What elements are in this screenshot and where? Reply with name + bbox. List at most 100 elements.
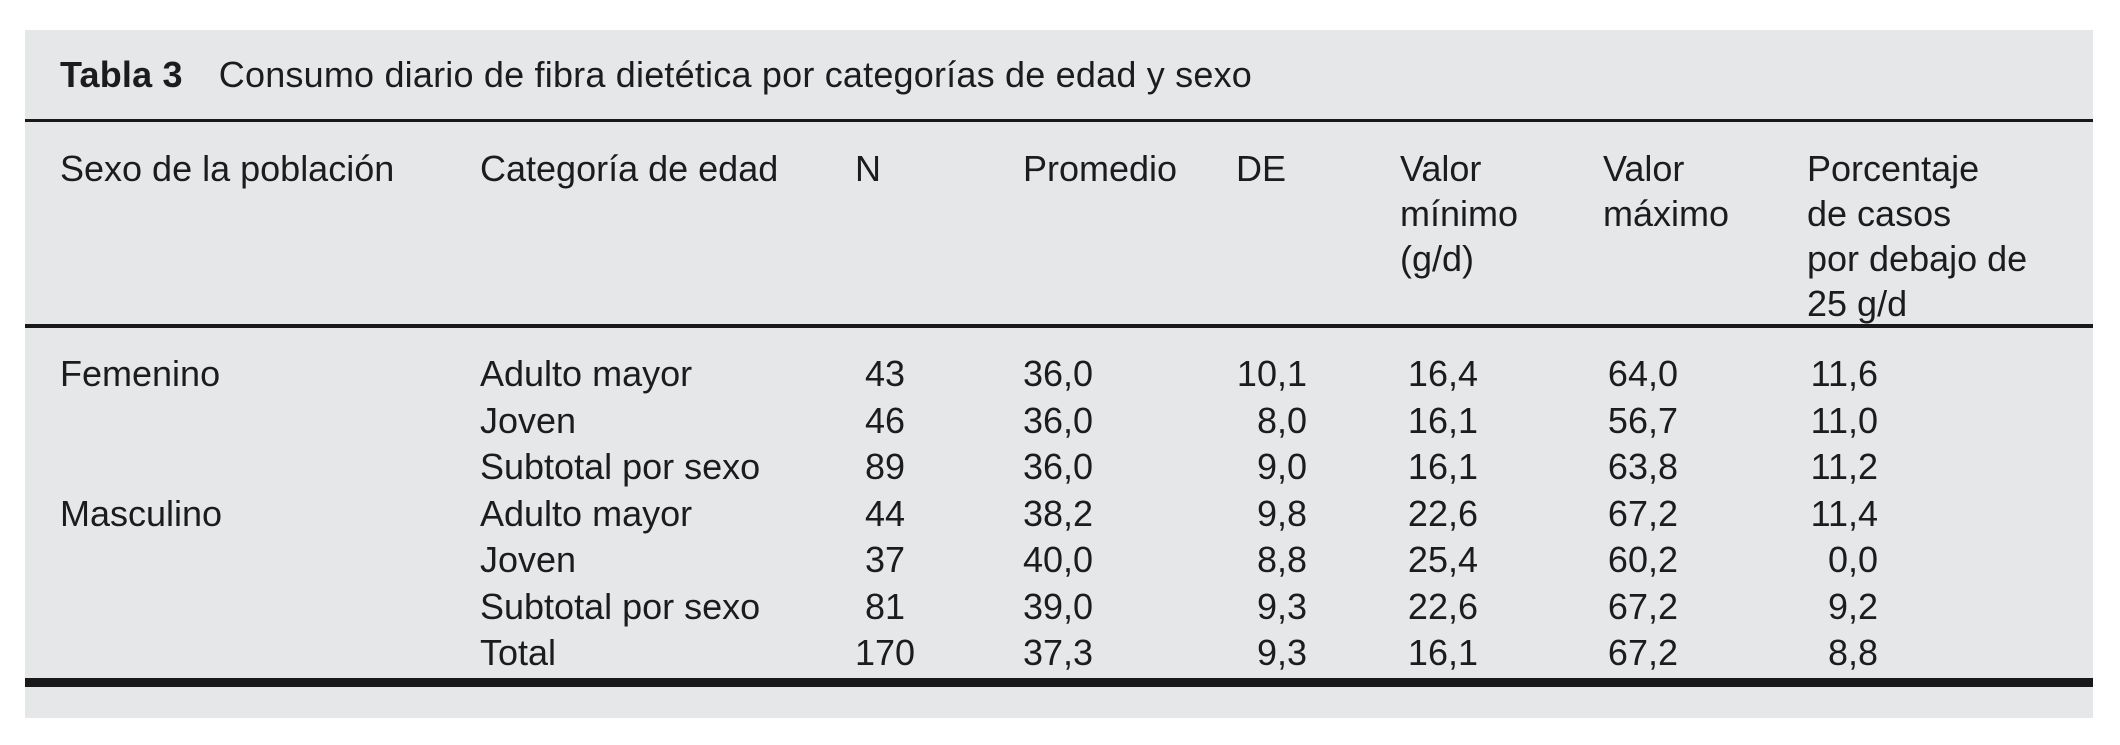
cell-valor-maximo: 67,2	[1603, 491, 1807, 538]
cell-sexo: Masculino	[60, 492, 223, 534]
table-row: Total 170 37,3 9,3 16,1 67,2 8,8	[25, 630, 2093, 677]
cell-porcentaje: 0,0	[1807, 537, 2093, 584]
cell-n: 43	[855, 351, 1023, 398]
cell-valor-minimo: 22,6	[1400, 491, 1603, 538]
bottom-rule	[25, 678, 2093, 687]
cell-categoria: Adulto mayor	[480, 492, 693, 534]
value-de: 10,1	[1236, 353, 1307, 394]
value-n: 46	[864, 399, 905, 441]
value-porcentaje: 11,2	[1810, 446, 1878, 487]
value-promedio: 38,2	[1023, 492, 1094, 534]
cell-valor-minimo: 16,1	[1400, 444, 1603, 491]
value-n: 81	[864, 585, 905, 627]
cell-porcentaje: 11,2	[1807, 444, 2093, 491]
header-valor-maximo: Valor máximo	[1603, 148, 1730, 234]
cell-valor-maximo: 67,2	[1603, 630, 1807, 677]
value-valor-maximo: 60,2	[1607, 539, 1678, 580]
caption-divider-rule	[25, 119, 2093, 122]
cell-sexo	[60, 630, 480, 677]
cell-porcentaje: 11,6	[1807, 351, 2093, 398]
cell-valor-maximo: 56,7	[1603, 398, 1807, 445]
cell-n: 37	[855, 537, 1023, 584]
value-valor-maximo: 67,2	[1607, 632, 1678, 673]
value-de: 9,8	[1256, 492, 1307, 534]
value-promedio: 37,3	[1023, 632, 1094, 673]
table-row: Subtotal por sexo 89 36,0 9,0 16,1 63,8 …	[25, 444, 2093, 491]
value-porcentaje: 11,6	[1810, 353, 1878, 394]
cell-de: 9,3	[1236, 630, 1400, 677]
value-valor-minimo: 16,1	[1407, 632, 1478, 673]
header-sexo: Sexo de la población	[60, 148, 395, 189]
cell-porcentaje: 11,4	[1807, 491, 2093, 538]
header-n: N	[855, 148, 881, 189]
value-porcentaje: 9,2	[1827, 585, 1878, 627]
cell-categoria: Adulto mayor	[480, 353, 693, 394]
cell-valor-minimo: 16,4	[1400, 351, 1603, 398]
cell-porcentaje: 8,8	[1807, 630, 2093, 677]
cell-de: 9,8	[1236, 491, 1400, 538]
cell-valor-maximo: 67,2	[1603, 584, 1807, 631]
cell-porcentaje: 9,2	[1807, 584, 2093, 631]
value-de: 9,3	[1256, 585, 1307, 627]
cell-de: 8,0	[1236, 398, 1400, 445]
cell-valor-maximo: 64,0	[1603, 351, 1807, 398]
cell-n: 81	[855, 584, 1023, 631]
value-de: 9,3	[1256, 632, 1307, 673]
value-promedio: 39,0	[1023, 585, 1094, 627]
cell-categoria: Joven	[480, 539, 577, 580]
cell-porcentaje: 11,0	[1807, 398, 2093, 445]
cell-sexo	[60, 398, 480, 445]
cell-sexo	[60, 444, 480, 491]
value-valor-maximo: 67,2	[1607, 492, 1678, 534]
cell-de: 9,0	[1236, 444, 1400, 491]
cell-promedio: 36,0	[1023, 444, 1236, 491]
cell-n: 46	[855, 398, 1023, 445]
cell-valor-minimo: 25,4	[1400, 537, 1603, 584]
cell-promedio: 40,0	[1023, 537, 1236, 584]
cell-categoria: Total	[480, 632, 557, 673]
cell-promedio: 36,0	[1023, 351, 1236, 398]
header-divider-rule	[25, 324, 2093, 328]
cell-de: 10,1	[1236, 351, 1400, 398]
table-row: Femenino Adulto mayor 43 36,0 10,1 16,4 …	[25, 351, 2093, 398]
value-valor-minimo: 16,1	[1407, 446, 1478, 487]
header-valor-minimo: Valor mínimo (g/d)	[1400, 148, 1519, 279]
value-de: 8,8	[1256, 539, 1307, 580]
value-n: 43	[864, 353, 905, 394]
value-porcentaje: 8,8	[1827, 632, 1878, 673]
table-row: Subtotal por sexo 81 39,0 9,3 22,6 67,2 …	[25, 584, 2093, 631]
value-n: 44	[864, 492, 905, 534]
header-de: DE	[1236, 148, 1287, 189]
value-valor-minimo: 22,6	[1407, 585, 1478, 627]
value-n: 89	[864, 446, 905, 487]
cell-n: 170	[855, 630, 1023, 677]
value-n: 37	[864, 539, 905, 580]
value-porcentaje: 11,4	[1810, 492, 1878, 534]
cell-categoria: Joven	[480, 399, 577, 441]
cell-promedio: 36,0	[1023, 398, 1236, 445]
cell-valor-minimo: 22,6	[1400, 584, 1603, 631]
cell-valor-maximo: 60,2	[1603, 537, 1807, 584]
table-row: Joven 46 36,0 8,0 16,1 56,7 11,0	[25, 398, 2093, 445]
cell-promedio: 37,3	[1023, 630, 1236, 677]
cell-promedio: 39,0	[1023, 584, 1236, 631]
header-categoria: Categoría de edad	[480, 148, 779, 189]
cell-sexo: Femenino	[60, 353, 221, 394]
value-porcentaje: 0,0	[1827, 539, 1878, 580]
panel-footer-space	[25, 687, 2093, 718]
value-de: 9,0	[1256, 446, 1307, 487]
table-panel: Tabla 3 Consumo diario de fibra dietétic…	[25, 30, 2093, 718]
cell-n: 89	[855, 444, 1023, 491]
value-valor-minimo: 16,1	[1407, 399, 1478, 441]
value-valor-maximo: 56,7	[1607, 399, 1678, 441]
cell-sexo	[60, 537, 480, 584]
value-de: 8,0	[1256, 399, 1307, 441]
table-label: Tabla 3	[60, 53, 183, 95]
table-header-row: Sexo de la población Categoría de edad N…	[25, 122, 2093, 324]
value-promedio: 40,0	[1023, 539, 1094, 580]
table-row: Joven 37 40,0 8,8 25,4 60,2 0,0	[25, 537, 2093, 584]
cell-categoria: Subtotal por sexo	[480, 446, 761, 487]
value-promedio: 36,0	[1023, 399, 1094, 441]
cell-sexo	[60, 584, 480, 631]
